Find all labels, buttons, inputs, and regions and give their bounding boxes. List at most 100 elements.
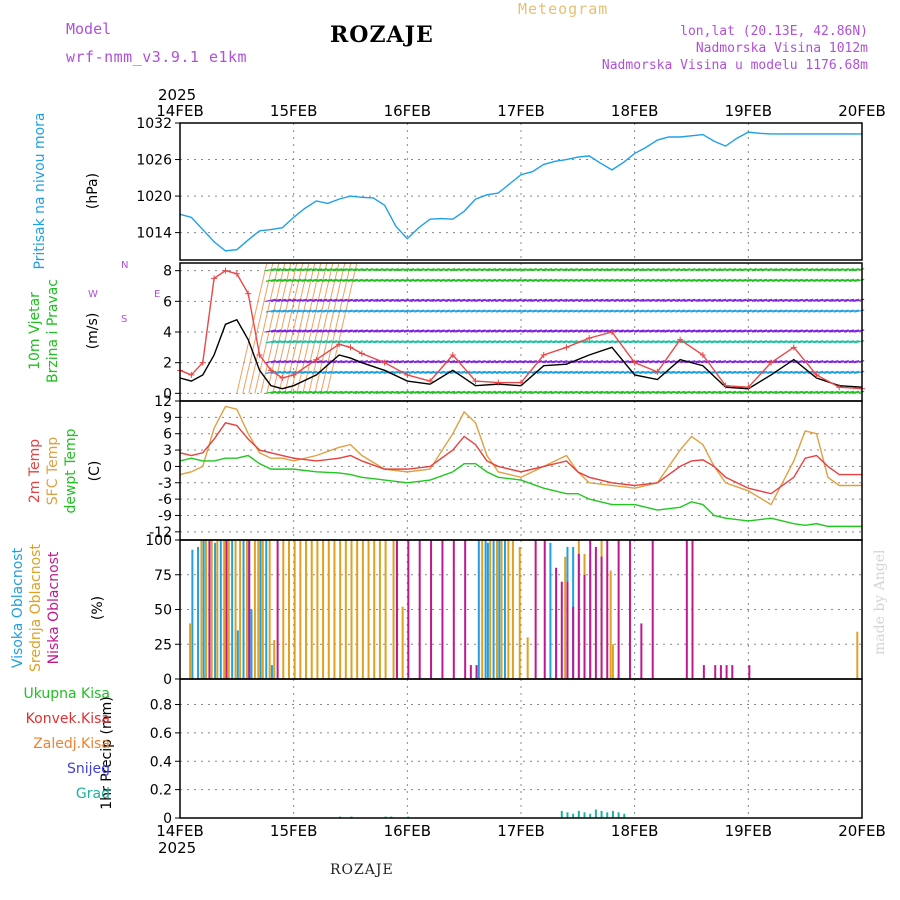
y-tick-label: 6 <box>163 294 172 310</box>
cloud-bar-low <box>475 665 478 679</box>
wind-arrow <box>409 298 420 302</box>
wind-arrow <box>357 340 369 344</box>
wind-arrow <box>634 329 645 333</box>
wind-gust-marker <box>790 344 797 351</box>
wind-arrow <box>526 298 537 302</box>
wind-arrow <box>767 390 778 394</box>
y-tick-label: 1032 <box>136 116 172 132</box>
wind-arrow <box>409 360 420 364</box>
wind-arrow <box>301 298 312 302</box>
wind-arrow <box>342 340 353 344</box>
wind-arrow <box>347 340 358 344</box>
wind-arrow <box>669 278 681 282</box>
wind-arrow <box>828 370 839 374</box>
wind-gust-marker <box>608 329 615 335</box>
wind-arrow <box>460 278 471 282</box>
wind-arrow <box>664 278 676 282</box>
wind-arrow <box>501 360 512 364</box>
precip-bar <box>623 813 626 818</box>
wind-arrow <box>475 360 486 364</box>
wind-arrow <box>388 390 399 394</box>
wind-arrow <box>322 390 333 394</box>
wind-arrow <box>833 309 844 313</box>
wind-arrow <box>741 340 752 344</box>
wind-arrow <box>347 370 358 374</box>
wind-arrow <box>342 278 353 282</box>
cloud-bar-mid <box>216 540 219 679</box>
wind-arrow <box>439 340 450 344</box>
wind-arrow <box>726 370 737 374</box>
wind-arrow <box>690 278 701 282</box>
wind-arrow <box>695 329 706 333</box>
wind-arrow <box>623 329 635 333</box>
wind-arrow <box>270 329 282 333</box>
cloud-bar-mid <box>316 540 319 679</box>
cloud-bar-low <box>640 623 643 679</box>
wind-arrow <box>818 298 829 302</box>
wind-arrow <box>516 268 527 272</box>
wind-arrow <box>623 360 635 364</box>
y-tick-label: 8 <box>163 264 172 280</box>
wind-arrow <box>603 268 614 272</box>
panel-frame <box>179 122 863 261</box>
wind-arrow <box>680 298 691 302</box>
cloud-bar-high <box>202 540 205 679</box>
cloud-bar-low <box>208 540 211 679</box>
wind-arrow <box>306 268 317 272</box>
wind-arrow <box>848 370 860 374</box>
wind-arrow <box>291 390 302 394</box>
wind-arrow <box>552 278 563 282</box>
wind-arrow <box>608 390 619 394</box>
wind-arrow <box>368 370 379 374</box>
wind-arrow <box>572 268 583 272</box>
wind-arrow <box>598 268 609 272</box>
wind-arrow <box>373 268 384 272</box>
precip-bar <box>583 812 586 818</box>
wind-arrow <box>383 340 394 344</box>
wind-arrow <box>761 278 773 282</box>
x-tick-label-bottom: 19FEB <box>725 822 772 840</box>
wind-arrow <box>767 268 778 272</box>
wind-arrow <box>823 390 834 394</box>
wind-arrow <box>577 298 589 302</box>
wind-arrow <box>449 340 461 344</box>
cloud-bar-mid <box>200 540 203 679</box>
wind-arrow <box>751 268 762 272</box>
wind-arrow <box>557 298 568 302</box>
y-tick-label: 1026 <box>136 153 172 169</box>
wind-arrow <box>439 298 450 302</box>
wind-arrow <box>301 370 312 374</box>
wind-arrow <box>746 390 757 394</box>
wind-arrow <box>322 309 333 313</box>
wind-arrow <box>777 370 788 374</box>
y-tick-label: 9 <box>163 410 172 426</box>
wind-arrow <box>286 268 297 272</box>
wind-arrow <box>516 309 527 313</box>
wind-arrow <box>823 309 834 313</box>
wind-arrow <box>429 340 440 344</box>
wind-arrow <box>439 329 450 333</box>
wind-gust-marker <box>699 352 706 358</box>
wind-arrow <box>593 298 604 302</box>
cloud-bar-low <box>617 540 620 679</box>
wind-arrow <box>639 329 650 333</box>
wind-arrow <box>414 309 425 313</box>
wind-arrow <box>690 309 701 313</box>
wind-arrow <box>613 309 624 313</box>
cloud-bar-high <box>191 549 194 679</box>
wind-arrow <box>598 309 609 313</box>
wind-gust-marker <box>540 352 547 358</box>
compass-label: S <box>121 314 127 325</box>
wind-arrow <box>782 298 793 302</box>
wind-arrow <box>281 309 292 313</box>
wind-arrow <box>746 278 757 282</box>
cloud-bar-low <box>725 665 728 679</box>
wind-arrow <box>465 268 476 272</box>
wind-gust-marker <box>768 359 775 366</box>
cloud-bar-high <box>484 540 487 679</box>
wind-arrow <box>419 329 430 333</box>
wind-arrow <box>409 340 420 344</box>
wind-arrow <box>475 309 486 313</box>
wind-arrow <box>526 278 537 282</box>
wind-gust-marker <box>381 359 388 366</box>
